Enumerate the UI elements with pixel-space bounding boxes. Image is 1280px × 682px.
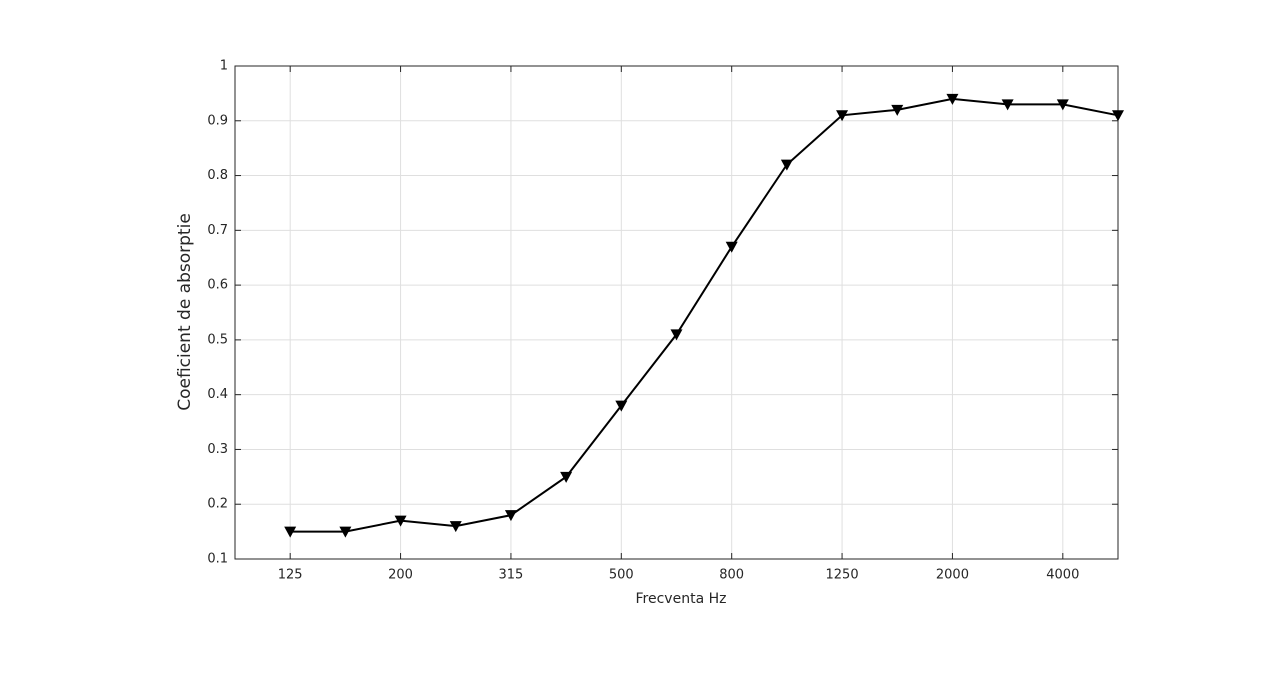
y-tick-label: 0.2: [207, 497, 228, 512]
marker: [725, 241, 738, 253]
marker: [504, 510, 517, 522]
x-tick-label: 500: [609, 568, 634, 583]
marker: [560, 471, 573, 483]
marker: [615, 400, 628, 412]
plot-frame: [234, 65, 1119, 560]
y-tick-label: 0.9: [207, 113, 228, 128]
marker: [946, 93, 959, 105]
marker: [836, 110, 849, 122]
marker: [1001, 99, 1014, 111]
marker: [891, 104, 904, 116]
y-tick-label: 0.1: [207, 552, 228, 567]
y-tick-label: 0.8: [207, 168, 228, 183]
y-tick-label: 0.3: [207, 442, 228, 457]
x-tick-label: 1250: [826, 568, 859, 583]
x-tick-label: 2000: [936, 568, 969, 583]
marker: [339, 526, 352, 538]
series-line: [290, 97, 1119, 533]
marker: [394, 515, 407, 527]
y-tick-label: 1: [220, 59, 228, 74]
x-tick-label: 800: [719, 568, 744, 583]
marker: [670, 329, 683, 341]
y-axis-label: Coeficient de absorptie: [175, 213, 195, 411]
x-tick-label: 4000: [1046, 568, 1079, 583]
y-tick-label: 0.5: [207, 332, 228, 347]
marker: [1056, 99, 1069, 111]
marker: [780, 159, 793, 171]
x-tick-label: 200: [388, 568, 413, 583]
y-tick-label: 0.7: [207, 223, 228, 238]
x-axis-label: Frecventa Hz: [636, 591, 727, 607]
x-tick-label: 125: [278, 568, 303, 583]
x-tick-label: 315: [499, 568, 524, 583]
y-tick-label: 0.4: [207, 387, 228, 402]
y-tick-label: 0.6: [207, 278, 228, 293]
marker: [449, 521, 462, 533]
marker: [284, 526, 297, 538]
marker: [1112, 110, 1124, 122]
